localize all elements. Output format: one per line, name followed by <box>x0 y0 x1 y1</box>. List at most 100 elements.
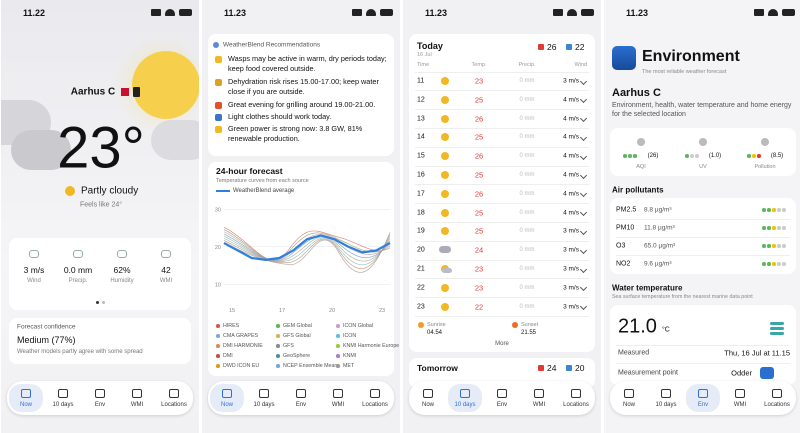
x-tick-label: 23 <box>379 308 385 314</box>
tab[interactable]: Env <box>686 384 720 412</box>
source-dot <box>276 354 280 358</box>
hour: 20 <box>417 246 425 254</box>
tab-label: Env <box>295 402 307 408</box>
tab-label: 10 days <box>655 402 677 408</box>
row-divider <box>415 109 589 110</box>
stat-label: Humidity <box>110 278 134 284</box>
tab[interactable]: Locations <box>358 384 392 412</box>
stat-value: 62% <box>113 265 131 275</box>
battery-icon <box>581 9 594 16</box>
weather-icon <box>441 95 449 104</box>
tab[interactable]: Now <box>612 384 646 412</box>
level-dot <box>782 244 786 248</box>
wind-arrow <box>579 171 588 179</box>
tab[interactable]: Env <box>284 384 318 412</box>
wifi-icon <box>165 9 175 16</box>
tab[interactable]: 10 days <box>46 384 80 412</box>
hour-temp: 26 <box>474 189 484 199</box>
row-divider <box>616 345 790 346</box>
wind-arrow <box>579 115 588 123</box>
tab-icon <box>370 389 380 398</box>
tab-icon <box>259 389 269 398</box>
high-icon <box>538 44 544 50</box>
wind-arrow <box>579 190 588 198</box>
stat-icon <box>161 250 171 258</box>
tab[interactable]: Locations <box>157 384 191 412</box>
source-label: DMI HARMONIE <box>223 343 263 349</box>
model-line <box>223 229 391 261</box>
tab[interactable]: 10 days <box>247 384 281 412</box>
stat-label: Wind <box>27 278 41 284</box>
column-header: Time <box>417 62 430 68</box>
hour-wind: 3 m/s <box>563 303 579 311</box>
level-dot <box>782 226 786 230</box>
hour-precip: 0 mm <box>519 284 535 291</box>
tab-label: 10 days <box>454 402 476 408</box>
low-icon <box>566 44 572 50</box>
water-card: 21.0 °C Measured Thu, 16 Jul at 11.15 Measur… <box>610 305 796 385</box>
hour-temp: 22 <box>474 302 484 312</box>
stat-icon <box>117 250 127 258</box>
row-label: Measurement point <box>618 369 678 377</box>
source-label: GFS <box>283 343 294 349</box>
level-dot <box>772 244 776 248</box>
tab[interactable]: WMI <box>522 384 556 412</box>
signal-icon <box>352 9 362 16</box>
indices-card: (26) AQI (1.0) UV (8.5) Pollution <box>610 128 796 176</box>
wind-arrow <box>579 209 588 217</box>
hour: 17 <box>417 190 425 198</box>
tab[interactable]: Now <box>210 384 244 412</box>
tab[interactable]: Env <box>83 384 117 412</box>
level-dot <box>782 208 786 212</box>
tab-icon <box>624 389 634 398</box>
source-label: GeoSphere <box>283 353 311 359</box>
tab[interactable]: WMI <box>120 384 154 412</box>
hour: 18 <box>417 209 425 217</box>
tab[interactable]: Locations <box>760 384 794 412</box>
status-time: 11.22 <box>23 8 46 18</box>
hour-precip: 0 mm <box>519 96 535 103</box>
pollutant-name: PM10 <box>616 224 635 232</box>
wifi-icon <box>366 9 376 16</box>
row-label: Measured <box>618 349 650 357</box>
tab[interactable]: Now <box>9 384 43 412</box>
tab-icon <box>169 389 179 398</box>
source-dot <box>276 334 280 338</box>
level-dot <box>777 262 781 266</box>
hour-wind: 4 m/s <box>563 96 579 104</box>
tab[interactable]: Now <box>411 384 445 412</box>
tab-label: Now <box>220 402 234 408</box>
pollutants-card: PM2.5 8.8 µg/m³ PM10 11.8 µg/m³ O3 65.0 µg/m³… <box>610 198 796 274</box>
hour-wind: 4 m/s <box>563 190 579 198</box>
stat-icon <box>73 250 83 258</box>
tab-label: Now <box>19 402 33 408</box>
more-button[interactable]: More <box>495 341 509 347</box>
source-dot <box>216 324 220 328</box>
condition: Partly cloudy <box>81 185 139 197</box>
hour: 19 <box>417 227 425 235</box>
tab[interactable]: WMI <box>321 384 355 412</box>
tab-label: Env <box>496 402 508 408</box>
confidence-title: Forecast confidence <box>17 323 76 331</box>
wifi-icon <box>768 9 778 16</box>
source-dot <box>216 354 220 358</box>
row-divider <box>415 71 589 73</box>
status-time: 11.23 <box>224 8 247 18</box>
map-button[interactable] <box>760 367 774 379</box>
tab[interactable]: Env <box>485 384 519 412</box>
status-time: 11.23 <box>626 8 649 18</box>
row-value: Thu, 16 Jul at 11.15 <box>724 348 790 358</box>
tab-icon <box>21 389 31 398</box>
tab-label: Env <box>94 402 106 408</box>
hour: 15 <box>417 152 425 160</box>
tab[interactable]: Locations <box>559 384 593 412</box>
tab[interactable]: WMI <box>723 384 757 412</box>
weather-icon <box>441 302 449 311</box>
tab[interactable]: 10 days <box>649 384 683 412</box>
pollutant-name: NO2 <box>616 260 631 268</box>
level-dot <box>767 208 771 212</box>
level-dot <box>772 208 776 212</box>
description: Environment, health, water temperature a… <box>612 102 792 118</box>
tab[interactable]: 10 days <box>448 384 482 412</box>
confidence-value: Medium (77%) <box>17 335 76 345</box>
